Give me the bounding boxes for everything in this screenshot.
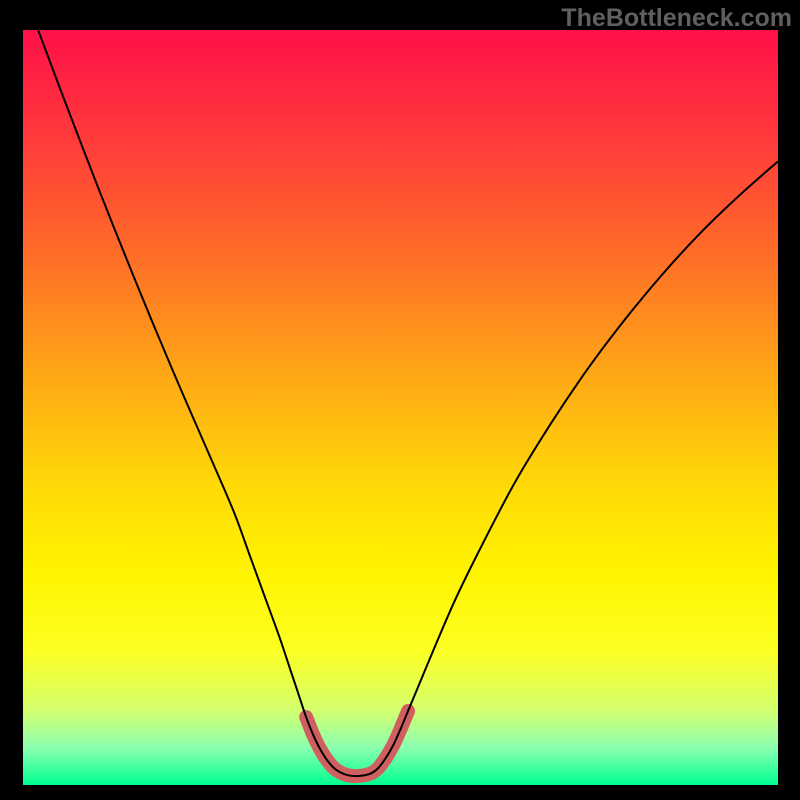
bottleneck-curve-chart — [23, 30, 778, 785]
watermark-text: TheBottleneck.com — [561, 4, 792, 33]
gradient-background — [23, 30, 778, 785]
chart-container: TheBottleneck.com — [0, 0, 800, 800]
